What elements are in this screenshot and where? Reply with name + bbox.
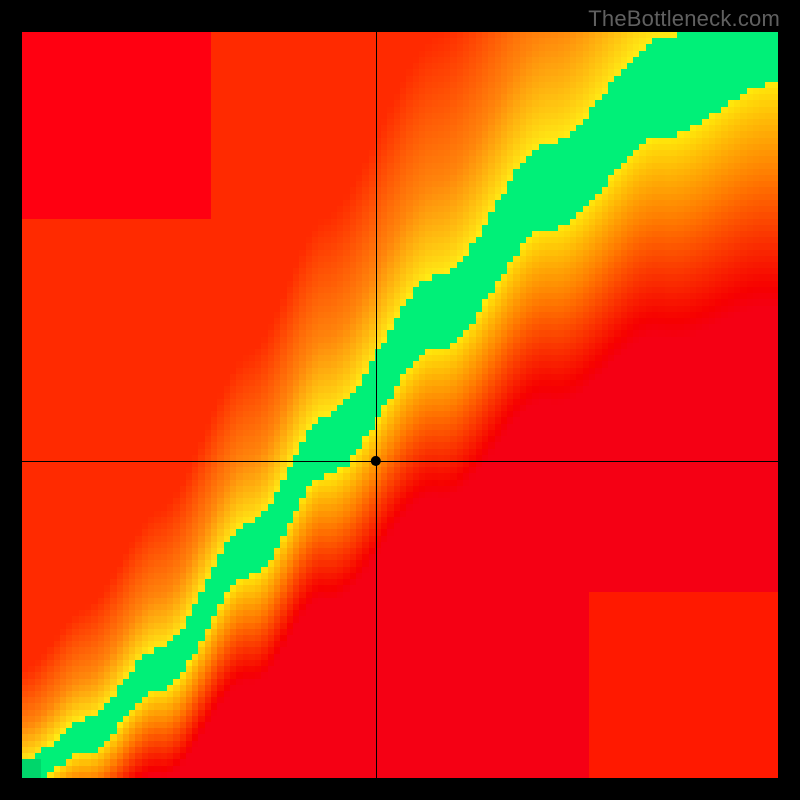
chart-container: TheBottleneck.com: [0, 0, 800, 800]
watermark-text: TheBottleneck.com: [588, 6, 780, 32]
overlay-canvas: [0, 0, 800, 800]
